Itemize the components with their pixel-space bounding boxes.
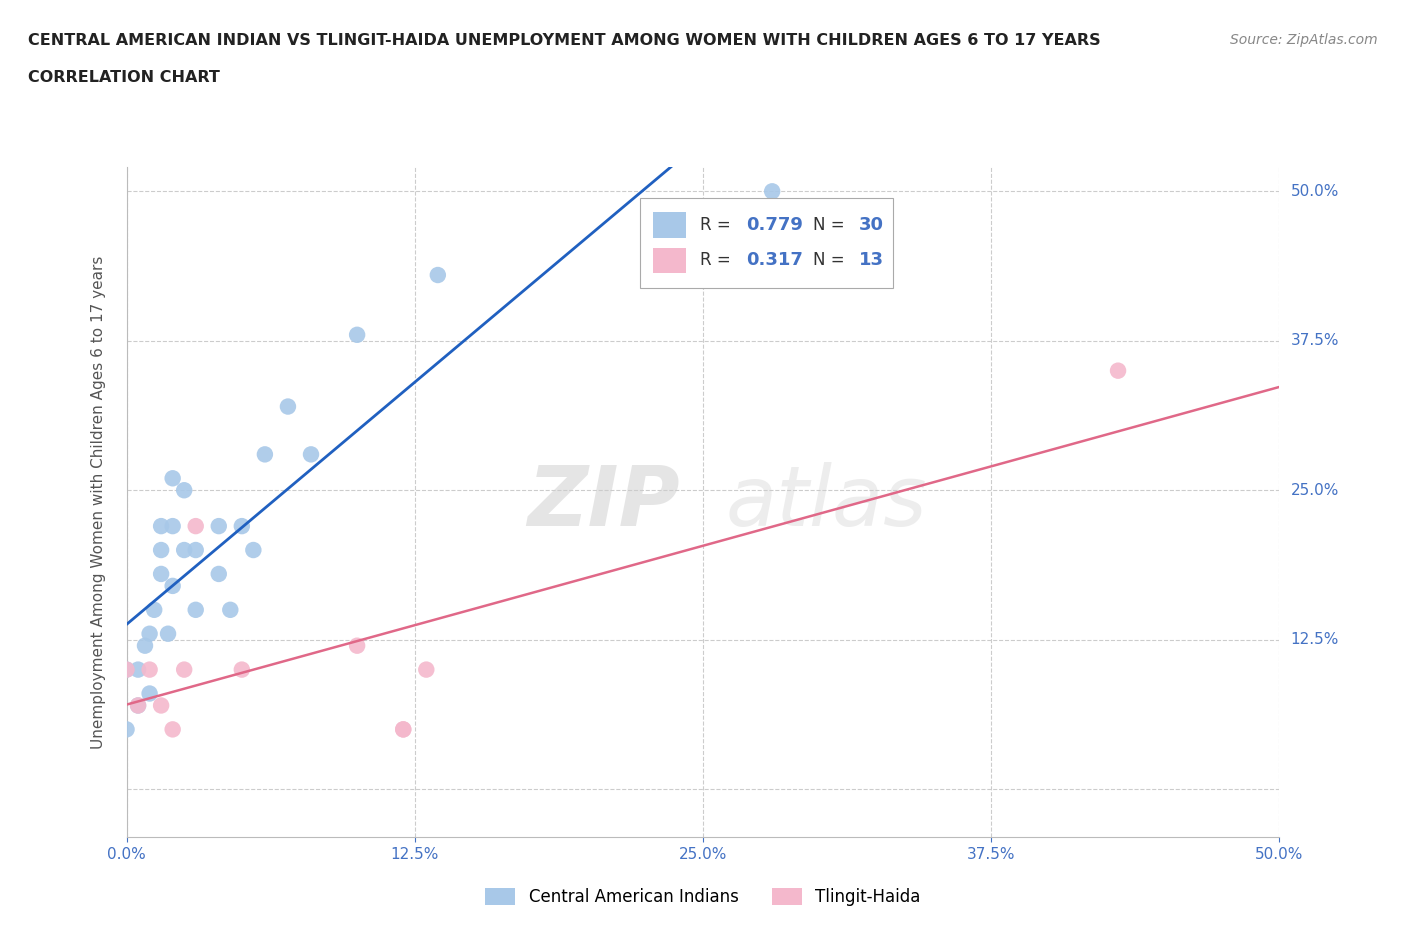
Point [231, 662, 253, 677]
Point [143, 603, 166, 618]
Point [157, 626, 180, 641]
Point [231, 519, 253, 534]
Text: 25.0%: 25.0% [1291, 483, 1339, 498]
Point [242, 542, 264, 557]
Text: R =: R = [700, 216, 735, 234]
Point [127, 698, 149, 713]
Point [761, 184, 783, 199]
Point [415, 662, 437, 677]
Point [1107, 364, 1129, 379]
Point [138, 626, 160, 641]
Point [208, 566, 231, 581]
Point [173, 542, 195, 557]
Point [219, 603, 242, 618]
Point [346, 638, 368, 653]
Text: 37.5%: 37.5% [1291, 333, 1339, 348]
Point [134, 638, 156, 653]
Point [162, 722, 184, 737]
Text: R =: R = [700, 251, 735, 270]
Point [426, 268, 449, 283]
Text: ZIP: ZIP [527, 461, 681, 543]
FancyBboxPatch shape [654, 247, 686, 273]
Point [392, 722, 415, 737]
Point [162, 519, 184, 534]
Point [184, 542, 207, 557]
Text: 30: 30 [859, 216, 883, 234]
Text: 12.5%: 12.5% [1291, 632, 1339, 647]
FancyBboxPatch shape [654, 212, 686, 238]
Text: N =: N = [813, 251, 849, 270]
Text: atlas: atlas [725, 461, 928, 543]
Point [184, 603, 207, 618]
Point [277, 399, 299, 414]
Point [162, 578, 184, 593]
Point [299, 447, 322, 462]
Point [150, 566, 173, 581]
Point [115, 662, 138, 677]
Legend: Central American Indians, Tlingit-Haida: Central American Indians, Tlingit-Haida [478, 881, 928, 912]
Text: 50.0%: 50.0% [1291, 184, 1339, 199]
Point [138, 686, 160, 701]
Point [150, 542, 173, 557]
Point [115, 722, 138, 737]
FancyBboxPatch shape [640, 197, 893, 288]
Point [150, 698, 173, 713]
Text: CORRELATION CHART: CORRELATION CHART [28, 70, 219, 85]
Point [173, 483, 195, 498]
Point [127, 698, 149, 713]
Point [138, 662, 160, 677]
Text: 13: 13 [859, 251, 883, 270]
Text: 0.779: 0.779 [745, 216, 803, 234]
Y-axis label: Unemployment Among Women with Children Ages 6 to 17 years: Unemployment Among Women with Children A… [91, 256, 105, 749]
Text: N =: N = [813, 216, 849, 234]
Point [392, 722, 415, 737]
Text: Source: ZipAtlas.com: Source: ZipAtlas.com [1230, 33, 1378, 46]
Point [184, 519, 207, 534]
Point [208, 519, 231, 534]
Text: 0.317: 0.317 [745, 251, 803, 270]
Point [150, 519, 173, 534]
Point [346, 327, 368, 342]
Point [115, 662, 138, 677]
Text: CENTRAL AMERICAN INDIAN VS TLINGIT-HAIDA UNEMPLOYMENT AMONG WOMEN WITH CHILDREN : CENTRAL AMERICAN INDIAN VS TLINGIT-HAIDA… [28, 33, 1101, 47]
Point [173, 662, 195, 677]
Point [162, 471, 184, 485]
Point [127, 662, 149, 677]
Point [253, 447, 276, 462]
